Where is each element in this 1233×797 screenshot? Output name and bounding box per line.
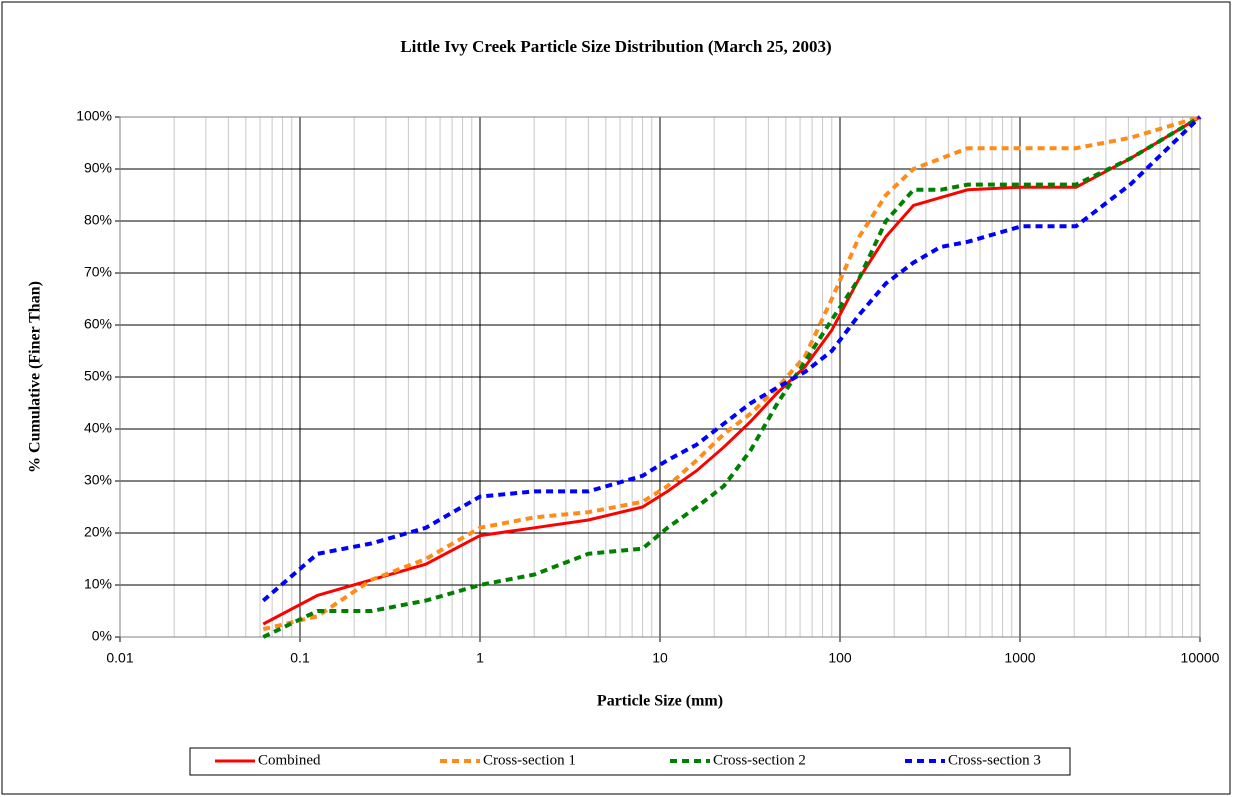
y-tick-label: 90% [84, 160, 112, 176]
legend [189, 747, 1071, 776]
y-tick-label: 40% [84, 420, 112, 436]
y-tick-label: 100% [76, 108, 112, 124]
series-line [262, 115, 1202, 639]
y-tick-label: 10% [84, 576, 112, 592]
x-tick-label: 0.1 [290, 650, 310, 666]
x-tick-label: 1000 [1004, 650, 1035, 666]
y-tick-label: 50% [84, 368, 112, 384]
chart-title: Little Ivy Creek Particle Size Distribut… [400, 37, 831, 56]
plot-border [119, 116, 1201, 638]
legend-label: Cross-section 2 [713, 752, 806, 768]
y-tick-label: 30% [84, 472, 112, 488]
y-tick-label: 60% [84, 316, 112, 332]
x-axis-label: Particle Size (mm) [597, 693, 723, 710]
x-tick-label: 10000 [1181, 650, 1220, 666]
x-tick-label: 10 [652, 650, 668, 666]
legend-label: Cross-section 3 [948, 752, 1041, 768]
y-tick-label: 70% [84, 264, 112, 280]
y-axis-label: % Cumulative (Finer Than) [27, 281, 44, 473]
x-tick-label: 1 [476, 650, 484, 666]
y-tick-label: 80% [84, 212, 112, 228]
legend-label: Cross-section 1 [483, 752, 576, 768]
x-tick-label: 100 [828, 650, 852, 666]
series-line [262, 115, 1201, 632]
x-tick-label: 0.01 [106, 650, 133, 666]
series-line [262, 115, 1201, 626]
y-tick-label: 0% [92, 628, 112, 644]
legend-label: Combined [258, 752, 321, 768]
y-tick-label: 20% [84, 524, 112, 540]
series-line [261, 115, 1202, 603]
